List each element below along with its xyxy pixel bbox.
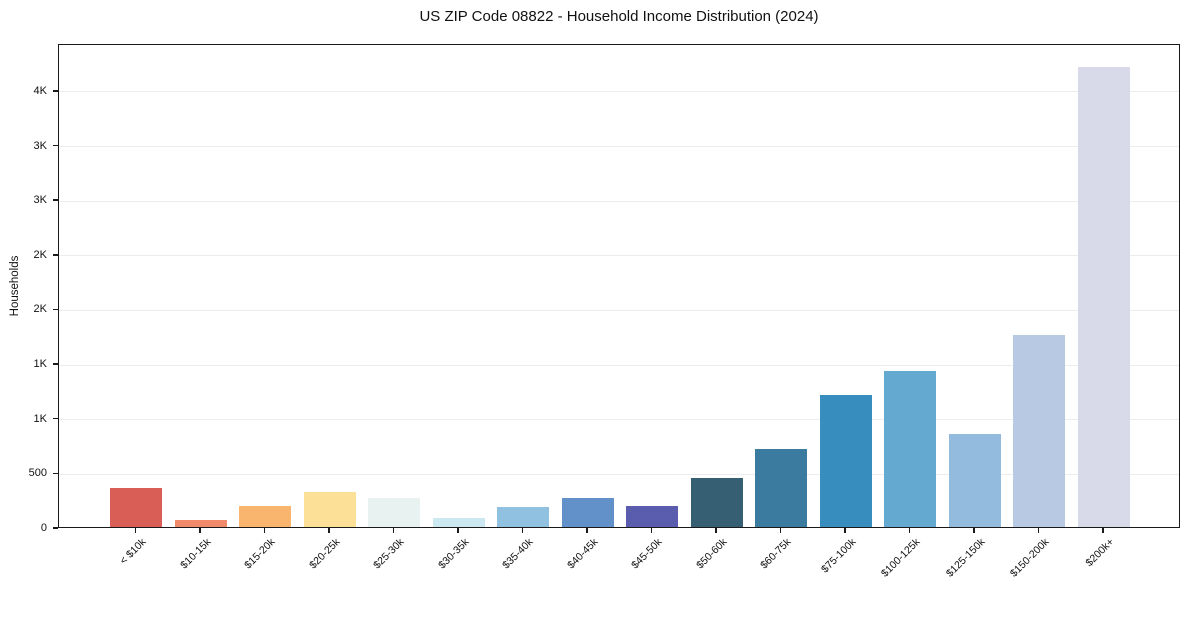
y-tick-label: 3K (33, 139, 47, 152)
bar-50-60k (690, 477, 743, 527)
x-tick-mark (715, 528, 717, 533)
x-tick-mark (1037, 528, 1039, 533)
x-tick-mark (392, 528, 394, 533)
chart-figure: US ZIP Code 08822 - Household Income Dis… (0, 8, 1180, 590)
bar-60-75k (755, 449, 808, 527)
bar-10-15k (174, 519, 227, 527)
x-tick-mark (263, 528, 265, 533)
y-tick-mark (53, 199, 58, 201)
bar-45-50k (626, 506, 679, 527)
y-tick-mark (53, 363, 58, 365)
y-tick-mark (53, 527, 58, 529)
gridline (59, 364, 1179, 366)
gridline (59, 200, 1179, 202)
bar-35-40k (497, 507, 550, 527)
x-tick-mark (521, 528, 523, 533)
bar-30-35k (432, 518, 485, 527)
y-tick-label: 3K (33, 194, 47, 207)
x-tick-mark (199, 528, 201, 533)
gridline (59, 309, 1179, 311)
bar-125-150k (948, 433, 1001, 527)
bar-150-200k (1013, 334, 1066, 527)
y-tick-mark (53, 254, 58, 256)
y-tick-label: 2K (33, 303, 47, 316)
x-tick-mark (650, 528, 652, 533)
y-tick-mark (53, 144, 58, 147)
y-axis: 0 500 1K 1K 2K 2K 3K 3K 4K (0, 44, 58, 534)
bar-200k (1077, 67, 1130, 527)
x-tick-mark (586, 528, 588, 533)
x-tick-mark (973, 528, 975, 533)
gridline (59, 255, 1179, 257)
bar-75-100k (819, 395, 872, 527)
gridline (59, 146, 1179, 148)
bar-15-20k (239, 506, 292, 527)
x-tick-mark (457, 528, 459, 533)
y-tick-label: 4K (33, 84, 47, 97)
x-tick-mark (1102, 528, 1104, 533)
x-tick-mark (844, 528, 846, 533)
x-tick-mark (328, 528, 330, 533)
x-tick-mark (134, 528, 136, 533)
y-tick-label: 0 (40, 522, 47, 534)
x-axis: < $10k $10-15k $15-20k $20-25k $25-30k $30-35… (58, 528, 1180, 590)
x-tick-mark (908, 528, 910, 533)
bar-100-125k (884, 371, 937, 527)
bar-40-45k (561, 498, 614, 527)
bar-10k (110, 488, 163, 527)
y-tick-mark (53, 417, 58, 420)
chart-title: US ZIP Code 08822 - Household Income Dis… (419, 8, 819, 25)
y-tick-label: 2K (33, 248, 47, 261)
bar-25-30k (368, 497, 421, 527)
plot-area (58, 44, 1180, 528)
y-tick-label: 500 (28, 467, 47, 480)
bar-20-25k (303, 491, 356, 527)
x-tick-mark (779, 528, 781, 533)
gridline (59, 91, 1179, 93)
y-tick-label: 1K (33, 358, 47, 371)
y-tick-mark (53, 472, 58, 475)
y-tick-mark (53, 308, 58, 311)
y-tick-mark (53, 90, 58, 92)
y-tick-label: 1K (33, 412, 47, 425)
gridline (59, 419, 1179, 421)
gridline (59, 473, 1179, 475)
